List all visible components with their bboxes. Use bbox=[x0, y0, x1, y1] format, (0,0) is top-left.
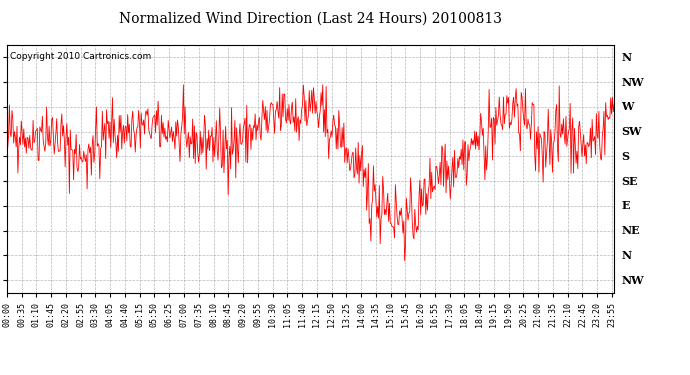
Text: E: E bbox=[621, 200, 629, 211]
Text: Copyright 2010 Cartronics.com: Copyright 2010 Cartronics.com bbox=[10, 53, 151, 62]
Text: NW: NW bbox=[621, 76, 644, 88]
Text: SE: SE bbox=[621, 176, 638, 187]
Text: S: S bbox=[621, 151, 629, 162]
Text: NW: NW bbox=[621, 274, 644, 286]
Text: NE: NE bbox=[621, 225, 640, 236]
Text: Normalized Wind Direction (Last 24 Hours) 20100813: Normalized Wind Direction (Last 24 Hours… bbox=[119, 11, 502, 25]
Text: SW: SW bbox=[621, 126, 642, 137]
Text: W: W bbox=[621, 101, 633, 112]
Text: N: N bbox=[621, 250, 631, 261]
Text: N: N bbox=[621, 52, 631, 63]
